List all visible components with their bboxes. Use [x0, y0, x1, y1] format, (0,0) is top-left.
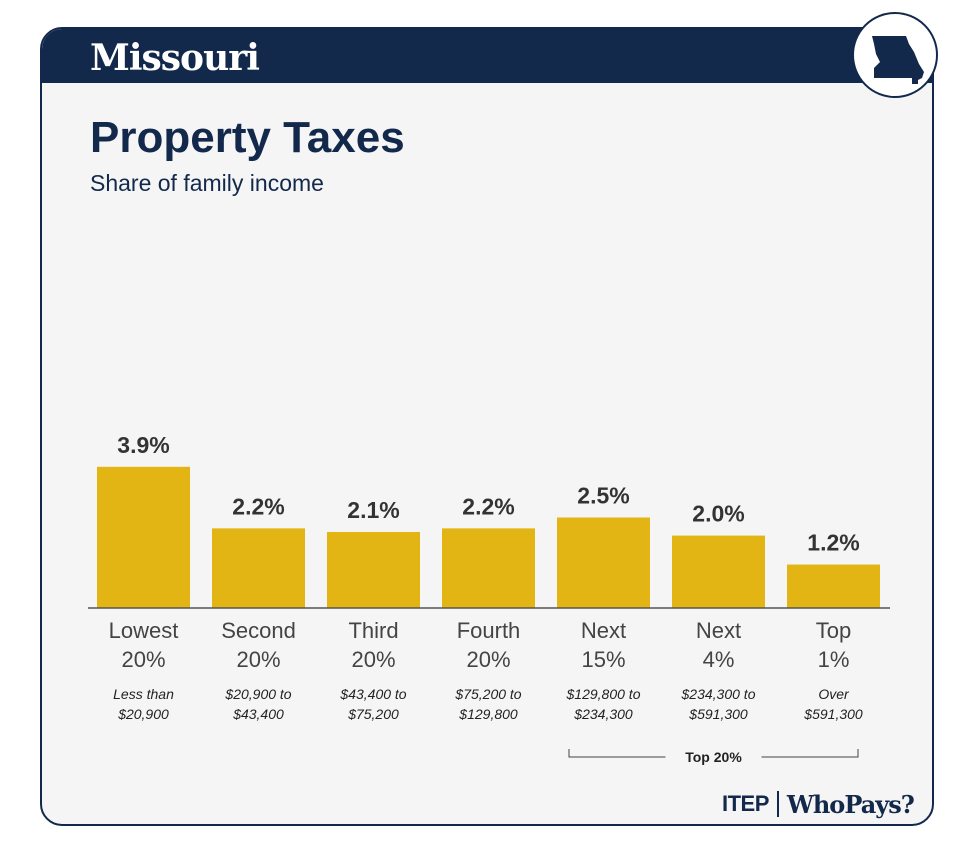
value-label-4: 2.2%	[462, 493, 514, 519]
category-label-5-line-2: 15%	[581, 647, 625, 672]
category-label-1-line-2: 20%	[121, 647, 165, 672]
income-range-6-line-1: $234,300 to	[681, 686, 756, 702]
category-label-6-line-1: Next	[696, 618, 741, 643]
logo-divider	[776, 791, 779, 817]
category-label-1-line-1: Lowest	[109, 618, 179, 643]
bar-4	[442, 528, 535, 608]
income-range-5-line-1: $129,800 to	[566, 686, 641, 702]
income-range-2-line-2: $43,400	[232, 706, 284, 722]
category-label-5-line-1: Next	[581, 618, 626, 643]
bar-3	[327, 531, 420, 608]
category-label-7-line-2: 1%	[818, 647, 850, 672]
bar-1	[97, 466, 190, 608]
state-name: Missouri	[90, 37, 260, 79]
chart-card: Missouri	[40, 27, 934, 826]
value-label-1: 3.9%	[117, 432, 169, 458]
income-range-4-line-2: $129,800	[458, 706, 518, 722]
bar-5	[557, 517, 650, 608]
top-20-bracket-right	[761, 749, 859, 758]
category-label-2-line-1: Second	[221, 618, 296, 643]
value-label-6: 2.0%	[692, 501, 744, 527]
category-label-4-line-2: 20%	[466, 647, 510, 672]
income-range-7-line-2: $591,300	[803, 706, 863, 722]
category-label-4-line-1: Fourth	[457, 618, 521, 643]
income-range-3-line-2: $75,200	[347, 706, 399, 722]
value-label-3: 2.1%	[347, 497, 399, 523]
top-20-bracket-label: Top 20%	[685, 749, 742, 765]
income-range-1-line-2: $20,900	[117, 706, 169, 722]
state-map-badge	[852, 12, 938, 98]
income-range-2-line-1: $20,900 to	[224, 686, 291, 702]
value-label-2: 2.2%	[232, 493, 284, 519]
income-range-6-line-2: $591,300	[688, 706, 748, 722]
footer-logo: ITEP WhoPays?	[722, 789, 915, 819]
itep-logo: ITEP	[722, 791, 769, 816]
category-label-3-line-1: Third	[348, 618, 398, 643]
chart-title: Property Taxes	[90, 113, 405, 162]
income-range-1-line-1: Less than	[113, 686, 174, 702]
income-range-4-line-1: $75,200 to	[454, 686, 521, 702]
income-range-3-line-1: $43,400 to	[339, 686, 406, 702]
bar-6	[672, 535, 765, 608]
income-range-5-line-2: $234,300	[573, 706, 633, 722]
state-banner: Missouri	[42, 29, 932, 83]
category-label-3-line-2: 20%	[351, 647, 395, 672]
missouri-map-icon	[872, 36, 924, 84]
bar-2	[212, 528, 305, 608]
bar-7	[787, 564, 880, 608]
category-label-7-line-1: Top	[816, 618, 851, 643]
value-label-7: 1.2%	[807, 530, 859, 556]
value-label-5: 2.5%	[577, 483, 629, 509]
top-20-bracket-left	[568, 749, 666, 758]
whopays-logo: WhoPays?	[786, 789, 915, 819]
category-label-2-line-2: 20%	[236, 647, 280, 672]
chart-subtitle: Share of family income	[90, 170, 324, 196]
category-label-6-line-2: 4%	[703, 647, 735, 672]
income-range-7-line-1: Over	[818, 686, 850, 702]
